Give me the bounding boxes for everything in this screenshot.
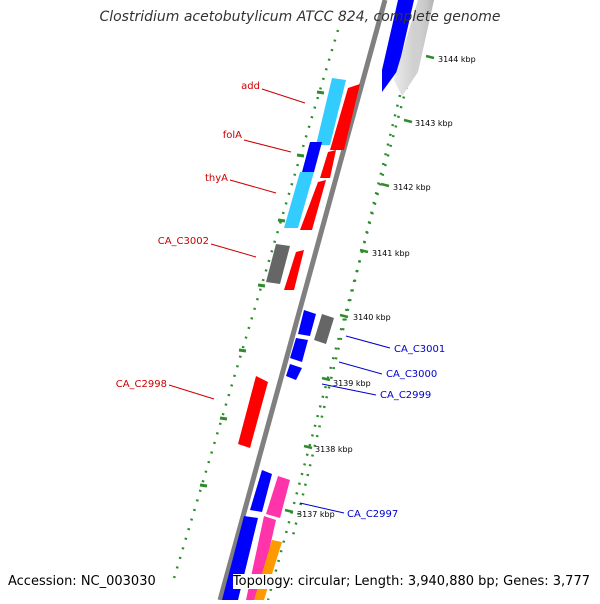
gene-red-4 (284, 250, 304, 290)
gene-add (316, 78, 346, 145)
kbp-label: 3138 kbp (315, 445, 353, 454)
gene-label-CA_C3000: CA_C3000 (386, 369, 437, 380)
gene-thyA (284, 172, 314, 228)
kbp-label: 3140 kbp (353, 313, 391, 322)
gene-blue-bottom (222, 516, 258, 600)
gene-CA_C2997 (250, 470, 272, 512)
kbp-label: 3143 kbp (415, 119, 453, 128)
accession-text: Accession: NC_003030 (8, 574, 156, 589)
kbp-label: 3137 kbp (297, 510, 335, 519)
gene-gray-3001 (314, 314, 334, 344)
gene-red-1 (330, 84, 360, 150)
gene-label-CA_C2997: CA_C2997 (347, 509, 398, 520)
gene-folA (302, 142, 322, 172)
kbp-label: 3139 kbp (333, 379, 371, 388)
gene-CA_C3000 (290, 338, 308, 362)
gene-labels-blue: CA_C3001 CA_C3000 CA_C2999 CA_C2997 (347, 344, 445, 520)
gene-label-CA_C3001: CA_C3001 (394, 344, 445, 355)
kbp-label: 3142 kbp (393, 183, 431, 192)
left-major-ticks (199, 90, 325, 488)
gene-label-CA_C2998: CA_C2998 (116, 379, 167, 390)
gene-CA_C2998 (238, 376, 268, 448)
gene-label-add: add (241, 81, 260, 92)
gene-CA_C2999 (286, 364, 302, 380)
gene-lightgray-top-hl (394, 0, 434, 96)
gene-pink-1 (266, 476, 290, 518)
kbp-label: 3141 kbp (372, 249, 410, 258)
gene-CA_C3001 (298, 310, 316, 336)
gene-CA_C3002 (266, 244, 290, 284)
kbp-label: 3144 kbp (438, 55, 476, 64)
gene-features (222, 0, 434, 600)
gene-label-folA: folA (223, 130, 242, 141)
map-title: Clostridium acetobutylicum ATCC 824, com… (99, 9, 501, 25)
gene-red-2 (320, 150, 336, 178)
kbp-ticks (284, 54, 435, 514)
gene-red-3 (300, 180, 326, 230)
gene-label-thyA: thyA (205, 173, 228, 184)
gene-label-CA_C2999: CA_C2999 (380, 390, 431, 401)
gene-labels-red: add folA thyA CA_C3002 CA_C2998 (116, 81, 260, 390)
gene-blue-top (382, 0, 414, 92)
label-connectors (168, 88, 391, 514)
kbp-labels: 3144 kbp 3143 kbp 3142 kbp 3141 kbp 3140… (297, 55, 476, 519)
inner-tick-ring-right (290, 94, 402, 541)
gene-label-CA_C3002: CA_C3002 (158, 236, 209, 247)
genome-backbone (217, 0, 388, 601)
topology-text: Topology: circular; Length: 3,940,880 bp… (232, 574, 590, 589)
